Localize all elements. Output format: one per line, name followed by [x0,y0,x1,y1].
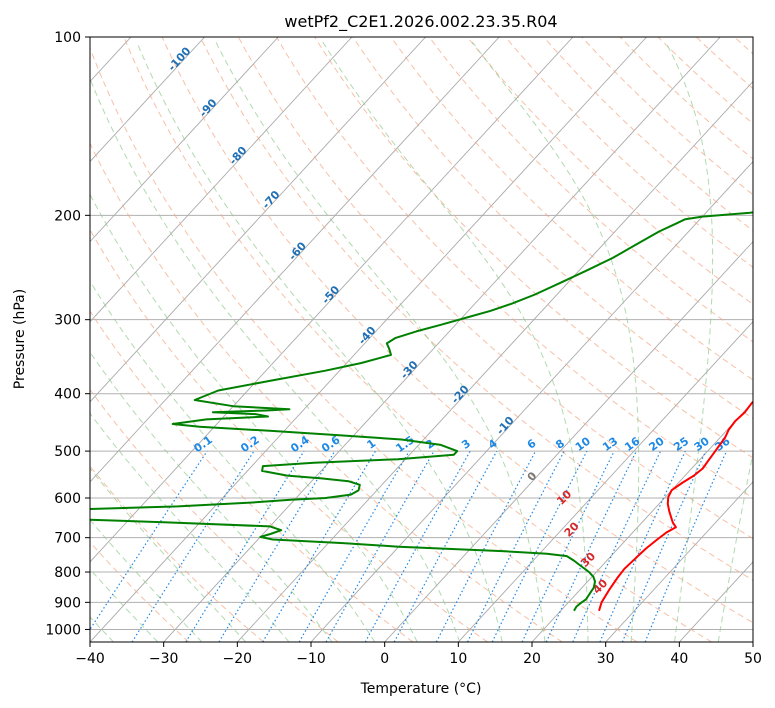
dry-adiabat [90,142,563,642]
moist-adiabat [665,41,714,642]
mixing-ratio-line [90,450,208,631]
isotherm-gridline [90,37,426,403]
y-tick-label: 1000 [45,622,81,638]
isotherm-gridline [90,37,279,243]
isotherm-gridline [605,481,753,642]
plot-area: 0.1 0.2 0.4 0.6 1 1.5 2 3 4 6 8 10 13 16 20 25 30 36-100-… [90,37,753,642]
mixing-ratio-line [218,450,336,642]
moist-adiabat [90,412,290,642]
dry-adiabat [90,388,339,642]
moist-adiabat [471,41,640,642]
mixing-ratio-line [491,450,588,642]
dewpoint-profile-line [90,211,753,612]
moist-adiabat [90,351,333,642]
y-tick-label: 500 [54,444,81,460]
x-tick-label: 40 [670,651,688,667]
isotherm-gridline [531,401,753,642]
y-axis-title: Pressure (hPa) [12,289,28,389]
x-tick-label: 0 [380,651,389,667]
moist-adiabat [717,450,753,642]
x-axis-title: Temperature (°C) [360,681,482,697]
moist-adiabat [90,280,376,642]
x-tick-label: 10 [449,651,467,667]
dry-adiabat [123,37,712,642]
dry-adiabat [90,228,488,642]
isotherm-gridline [90,37,205,163]
y-tick-label: 800 [54,565,81,581]
y-tick-label: 300 [54,313,81,329]
y-tick-label: 100 [54,30,81,46]
mixing-ratio-line [599,450,686,642]
moist-adiabat [322,41,589,642]
dry-adiabat [161,37,753,624]
x-tick-label: −30 [149,651,179,667]
isotherm-gridline [90,37,500,483]
dry-adiabat [90,465,264,642]
chart-title: wetPf2_C2E1.2026.002.23.35.R04 [284,12,557,32]
x-tick-label: −10 [296,651,326,667]
mixing-ratio-line [466,450,565,642]
y-tick-label: 700 [54,531,81,547]
moist-adiabat [215,41,546,642]
mixing-ratio-line [644,450,728,642]
mixing-ratio-line [621,450,707,642]
mixing-ratio-line [185,450,305,642]
mixing-ratio-line [131,450,255,642]
mixing-ratio-line [364,450,471,642]
mixing-ratio-line [393,450,498,642]
x-tick-label: 20 [523,651,541,667]
x-tick-label: −20 [223,651,253,667]
dry-adiabat [466,37,753,305]
temperature-profile-line [598,400,753,612]
isotherm-gridline [237,80,753,642]
dry-adiabat [90,541,190,642]
moist-adiabat [90,193,418,642]
plot-frame [89,36,754,643]
isotherm-gridline [163,37,721,642]
isotherm-gridline [384,240,753,642]
isotherm-gridline [90,37,647,642]
dry-adiabat [428,37,753,343]
y-tick-label: 900 [54,595,81,611]
moist-adiabat [136,41,503,642]
y-tick-label: 200 [54,208,81,224]
y-tick-label: 400 [54,387,81,403]
isotherm-gridline [458,321,753,642]
isotherm-gridline [90,37,353,323]
x-tick-label: 30 [597,651,615,667]
moist-adiabat [90,77,461,642]
isotherm-gridline [90,37,574,563]
x-tick-label: −40 [75,651,105,667]
x-tick-label: 50 [744,651,762,667]
y-tick-label: 600 [54,491,81,507]
mixing-ratio-line [325,450,435,642]
